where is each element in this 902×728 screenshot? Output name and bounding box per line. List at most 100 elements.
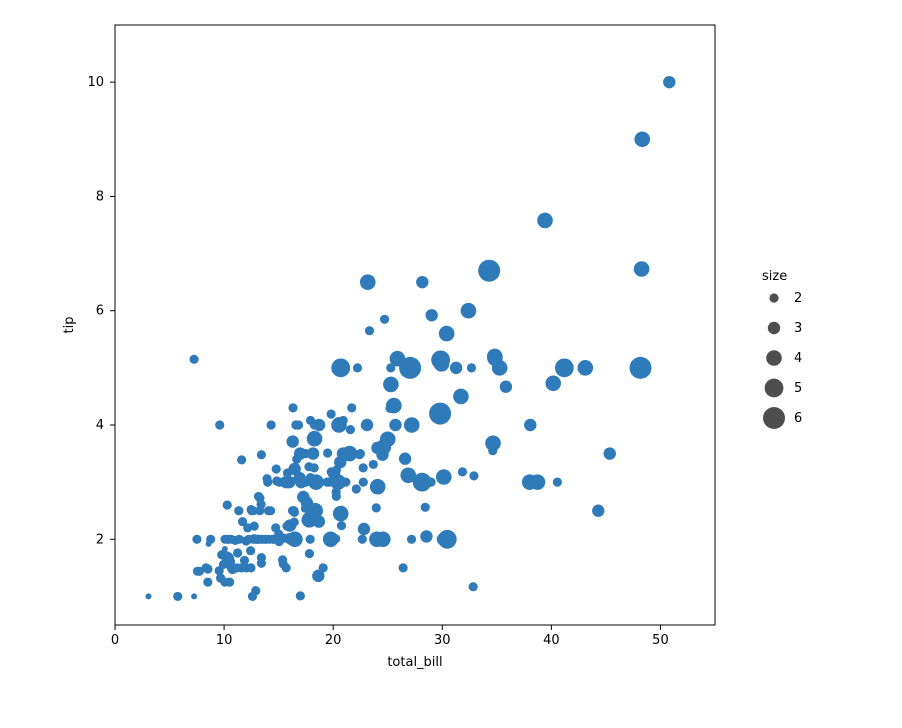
legend-marker — [768, 322, 780, 334]
scatter-point — [358, 535, 367, 544]
scatter-point — [310, 463, 319, 472]
scatter-point — [234, 506, 243, 515]
scatter-point — [347, 403, 356, 412]
scatter-point — [487, 350, 503, 366]
scatter-point — [271, 523, 280, 532]
x-axis-label: total_bill — [387, 655, 442, 670]
scatter-point — [500, 381, 512, 393]
scatter-point — [280, 478, 289, 487]
scatter-point — [268, 535, 277, 544]
scatter-point — [288, 463, 300, 475]
scatter-point — [555, 358, 574, 377]
scatter-point — [634, 261, 650, 277]
scatter-point — [376, 449, 388, 461]
scatter-point — [420, 530, 432, 542]
scatter-point — [359, 478, 368, 487]
scatter-point — [327, 410, 336, 419]
scatter-point — [220, 578, 229, 587]
scatter-point — [369, 531, 385, 547]
legend-item-label: 5 — [794, 381, 802, 396]
scatter-point — [246, 546, 255, 555]
scatter-point — [331, 358, 350, 377]
scatter-point — [604, 447, 616, 459]
scatter-point — [439, 326, 455, 342]
x-tick-label: 20 — [325, 633, 342, 648]
scatter-point — [246, 563, 255, 572]
scatter-point — [485, 435, 501, 451]
scatter-point — [292, 455, 301, 464]
scatter-point — [297, 491, 309, 503]
y-axis-label: tip — [62, 317, 77, 334]
scatter-point — [399, 563, 408, 572]
scatter-point — [307, 447, 319, 459]
scatter-point — [361, 419, 373, 431]
legend-marker — [766, 350, 782, 366]
scatter-point — [530, 474, 546, 490]
scatter-point — [323, 531, 339, 547]
scatter-point — [390, 351, 406, 367]
scatter-point — [323, 448, 332, 457]
scatter-point — [413, 473, 432, 492]
scatter-point — [537, 213, 553, 229]
legend-title: size — [762, 269, 787, 284]
scatter-point — [313, 515, 325, 527]
scatter-point — [360, 274, 376, 290]
scatter-point — [330, 474, 346, 490]
scatter-point — [189, 355, 198, 364]
scatter-point — [233, 548, 242, 557]
legend-item-label: 3 — [794, 321, 802, 336]
scatter-point — [431, 350, 450, 369]
scatter-point — [634, 131, 650, 147]
scatter-point — [359, 463, 368, 472]
scatter-point — [403, 470, 412, 479]
scatter-point — [237, 455, 246, 464]
scatter-point — [437, 533, 449, 545]
y-tick-label: 6 — [96, 304, 104, 319]
y-tick-label: 10 — [87, 75, 104, 90]
scatter-point — [315, 478, 324, 487]
scatter-point — [421, 503, 430, 512]
scatter-point — [337, 521, 346, 530]
scatter-point — [252, 535, 261, 544]
scatter-point — [145, 593, 151, 599]
scatter-point — [288, 403, 297, 412]
scatter-point — [592, 505, 604, 517]
y-tick-label: 8 — [96, 189, 104, 204]
scatter-point — [369, 460, 378, 469]
scatter-point — [333, 506, 349, 522]
scatter-point — [436, 469, 452, 485]
scatter-point — [272, 464, 281, 473]
scatter-point — [469, 471, 478, 480]
x-tick-label: 10 — [216, 633, 233, 648]
legend-marker — [763, 407, 785, 429]
scatter-point — [279, 534, 288, 543]
legend-marker — [765, 379, 784, 398]
scatter-point — [389, 419, 401, 431]
y-tick-label: 4 — [96, 418, 104, 433]
scatter-point — [469, 582, 478, 591]
scatter-point — [331, 417, 347, 433]
scatter-point — [353, 363, 362, 372]
x-tick-label: 0 — [111, 633, 119, 648]
scatter-point — [282, 563, 291, 572]
scatter-point — [429, 403, 451, 425]
scatter-point — [450, 362, 462, 374]
scatter-point — [296, 591, 305, 600]
legend-marker — [769, 293, 778, 302]
scatter-point — [257, 559, 266, 568]
scatter-point — [195, 567, 204, 576]
scatter-point — [346, 425, 355, 434]
scatter-point — [309, 434, 318, 443]
scatter-point — [416, 276, 428, 288]
scatter-point — [191, 593, 197, 599]
scatter-point — [288, 506, 297, 515]
scatter-point — [385, 404, 394, 413]
scatter-point — [223, 500, 232, 509]
scatter-point — [306, 535, 315, 544]
scatter-point — [524, 419, 536, 431]
scatter-point — [370, 479, 386, 495]
scatter-point — [226, 557, 235, 566]
scatter-point — [380, 315, 389, 324]
scatter-point — [408, 420, 417, 429]
scatter-point — [267, 420, 276, 429]
